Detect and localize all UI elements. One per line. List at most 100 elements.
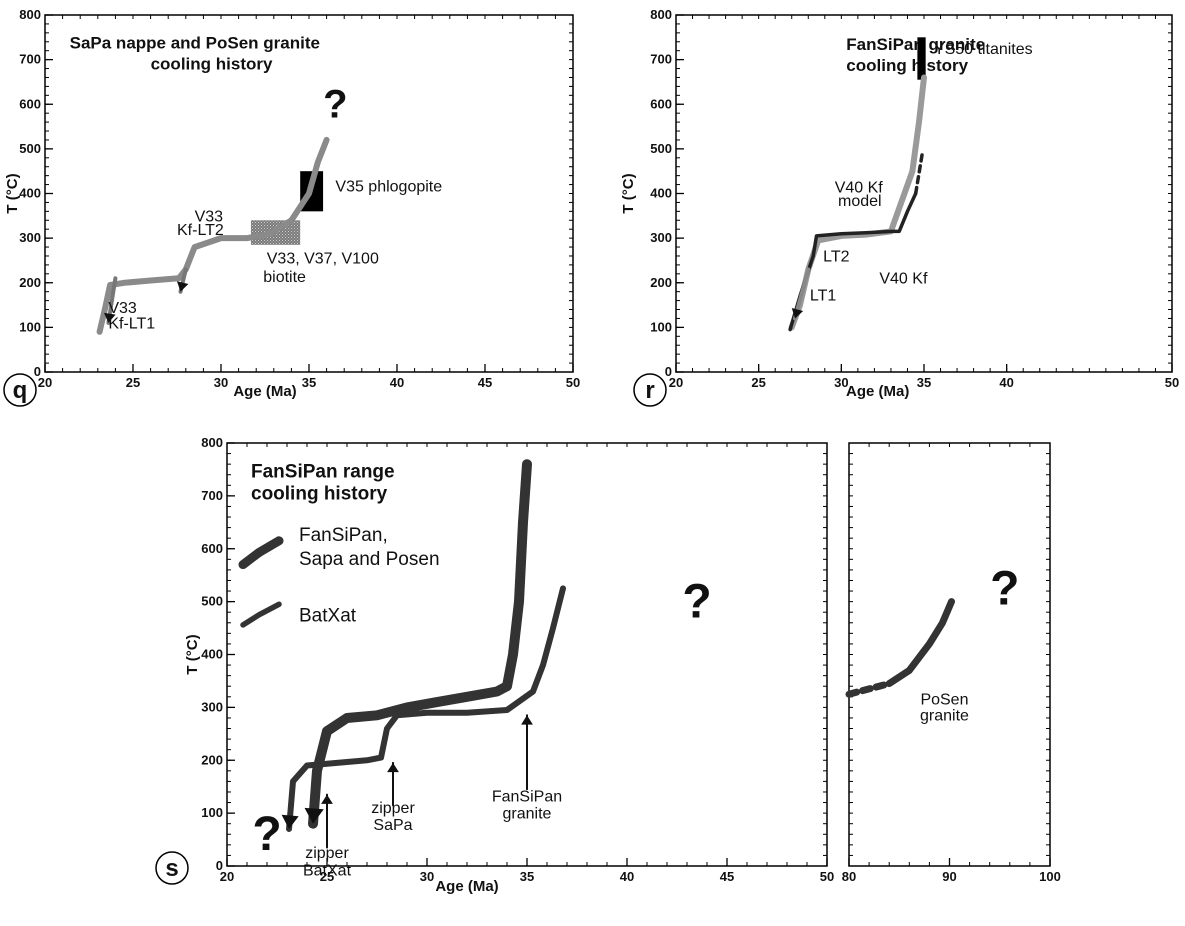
s-fansipan-arrow-head: [304, 807, 324, 824]
q-cooling-path: [96, 136, 330, 335]
q-x-tick-label: 20: [38, 375, 52, 390]
s-pointer-arrow-head: [387, 762, 399, 773]
r-y-tick-label: 800: [650, 7, 672, 22]
s-legend-line: Sapa and Posen: [299, 549, 440, 570]
q-x-tick-label: 25: [126, 375, 140, 390]
s-inset-x-tick-label: 90: [942, 869, 956, 884]
s-x-tick-label: 45: [720, 869, 734, 884]
q-y-tick-label: 200: [19, 275, 41, 290]
r-annotation: V40 Kf: [879, 271, 928, 288]
panel-letter: r: [645, 377, 654, 404]
r-x-tick-label: 30: [834, 375, 848, 390]
q-y-tick-label: 700: [19, 52, 41, 67]
r-x-tick-label: 20: [669, 375, 683, 390]
q-x-tick-label: 40: [390, 375, 404, 390]
r-cooling-arrow-head: [791, 307, 804, 319]
s-x-tick-label: 25: [320, 869, 334, 884]
r-annotation: V40 Kf: [835, 180, 884, 197]
s-y-tick-label: 600: [201, 541, 223, 556]
r-annotation: model: [838, 193, 882, 210]
s-y-tick-label: 700: [201, 488, 223, 503]
q-annotation: V33: [108, 300, 137, 317]
panel-letter-circle: [3, 373, 37, 407]
q-y-tick-label: 100: [19, 319, 41, 334]
r-y-tick-label: 600: [650, 96, 672, 111]
r-title-line: FanSiPan granite: [846, 35, 985, 54]
s-x-axis-label: Age (Ma): [435, 878, 498, 895]
s-x-tick-label: 35: [520, 869, 534, 884]
s-annotation: FanSiPan: [492, 788, 562, 805]
r-y-axis-label: T (°C): [620, 173, 637, 213]
r-y-tick-label: 200: [650, 275, 672, 290]
q-chart-title: SaPa nappe and PoSen granite cooling hist…: [70, 33, 320, 73]
s-y-tick-label: 500: [201, 594, 223, 609]
s-batxat-arrow-head: [281, 814, 299, 829]
q-y-tick-label: 400: [19, 186, 41, 201]
s-x-tick-label: 40: [620, 869, 634, 884]
s-inset-dashed-path: [845, 680, 893, 698]
q-cooling-arrow-head: [176, 281, 189, 292]
s-inset-x-tick-label: 100: [1039, 869, 1061, 884]
s-annotation: ?: [682, 575, 711, 628]
s-legend-swatch-thin: [240, 601, 282, 628]
r-model-dashed: [913, 151, 925, 196]
q-x-axis-label: Age (Ma): [233, 383, 296, 400]
s-x-tick-label: 50: [820, 869, 834, 884]
s-inset-annotation: ?: [990, 562, 1019, 615]
r-y-tick-label: 0: [665, 364, 672, 379]
s-y-tick-label: 200: [201, 752, 223, 767]
r-age-box: [917, 37, 926, 80]
r-x-axis-label: Age (Ma): [846, 383, 909, 400]
q-annotation: Kf-LT1: [108, 315, 155, 332]
r-x-tick-label: 35: [917, 375, 931, 390]
q-annotation: Kf-LT2: [177, 222, 224, 239]
s-legend-line: FanSiPan,: [299, 525, 388, 546]
panel-letter-circle: [633, 373, 667, 407]
r-x-tick-label: 50: [1165, 375, 1179, 390]
s-y-tick-label: 300: [201, 699, 223, 714]
r-chart-title: FanSiPan granite cooling history: [846, 35, 985, 75]
s-annotation: SaPa: [373, 817, 412, 834]
s-inset-plot-frame: [848, 442, 1051, 867]
r-annotation: LT1: [810, 288, 836, 305]
q-cooling-arrow-head: [103, 312, 116, 323]
q-x-tick-label: 50: [566, 375, 580, 390]
q-annotation: biotite: [263, 269, 306, 286]
s-x-tick-label: 30: [420, 869, 434, 884]
r-x-tick-label: 25: [751, 375, 765, 390]
r-y-tick-label: 400: [650, 186, 672, 201]
s-inset-x-tick-label: 80: [842, 869, 856, 884]
s-legend-swatch-thick: [238, 536, 284, 570]
q-y-tick-label: 0: [34, 364, 41, 379]
q-y-tick-label: 800: [19, 7, 41, 22]
q-x-tick-label: 30: [214, 375, 228, 390]
s-pointer-arrow-head: [321, 794, 333, 804]
s-x-tick-label: 20: [220, 869, 234, 884]
q-y-tick-label: 600: [19, 96, 41, 111]
s-legend-label: BatXat: [299, 606, 357, 627]
q-annotation: V35 phlogopite: [335, 178, 442, 195]
s-annotation: BatXat: [303, 863, 352, 880]
s-inset-annotation: granite: [920, 708, 969, 725]
r-annotation: LT2: [823, 248, 849, 265]
q-y-tick-label: 500: [19, 141, 41, 156]
panel-letter: q: [13, 377, 28, 404]
q-annotation: ?: [323, 83, 347, 127]
s-inset-annotation: PoSen: [920, 692, 968, 709]
s-inset-posen-path: [885, 598, 955, 688]
r-y-tick-label: 700: [650, 52, 672, 67]
q-y-axis-label: T (°C): [4, 173, 21, 213]
s-annotation: ?: [252, 808, 281, 861]
s-annotation: zipper: [371, 800, 415, 817]
panel-letter-circle: [155, 851, 189, 885]
s-y-tick-label: 0: [216, 858, 223, 873]
s-pointer-arrow-head: [521, 715, 533, 725]
s-chart-title: FanSiPan range cooling history: [251, 461, 395, 504]
r-y-tick-label: 500: [650, 141, 672, 156]
q-annotation: V33: [195, 209, 224, 226]
s-title-line: FanSiPan range: [251, 461, 395, 482]
q-x-tick-label: 35: [302, 375, 316, 390]
s-title-line: cooling history: [251, 483, 388, 504]
